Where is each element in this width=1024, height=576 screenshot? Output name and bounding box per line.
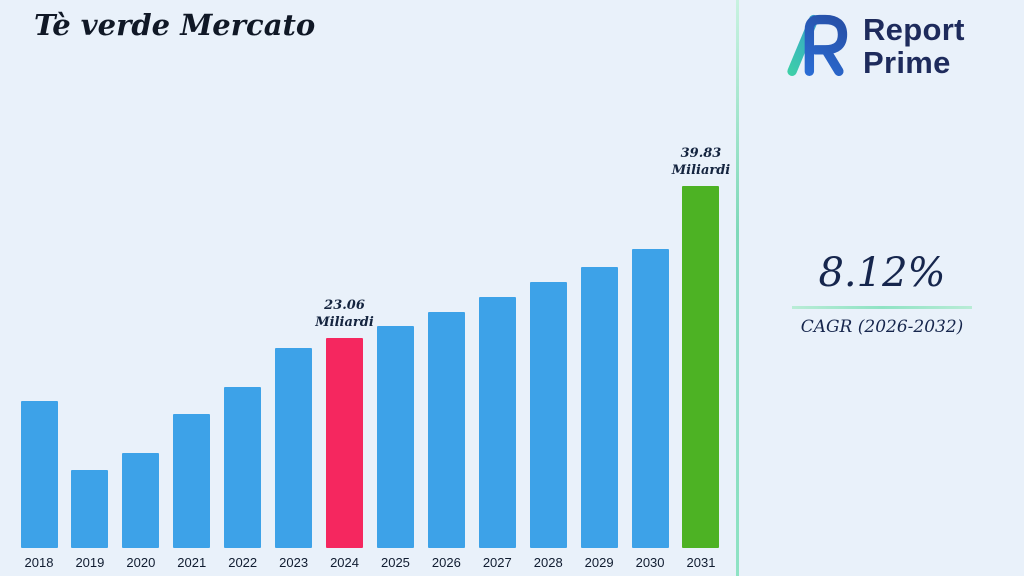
bar-slot-2020: 2020: [116, 453, 166, 570]
bar-slot-2023: 2023: [269, 348, 319, 570]
bar-2020: [122, 453, 160, 548]
bar-2019: [71, 470, 109, 548]
bar-2018: [20, 401, 58, 548]
bar-2022: [224, 387, 262, 548]
bar-2025: [376, 326, 414, 548]
report-prime-logo: Report Prime: [782, 10, 965, 83]
bar-2023: [275, 348, 313, 548]
bar-slot-2021: 2021: [167, 414, 217, 570]
x-axis-label-2030: 2030: [635, 555, 665, 570]
x-axis-label-2018: 2018: [24, 555, 54, 570]
x-axis-label-2026: 2026: [431, 555, 461, 570]
x-axis-label-2021: 2021: [177, 555, 207, 570]
bar-slot-2031: 39.83 Miliardi 2031: [672, 145, 731, 570]
separator-line: [736, 0, 739, 576]
x-axis-label-2020: 2020: [126, 555, 156, 570]
bar-2027: [478, 297, 516, 548]
bar-slot-2024: 23.06 Miliardi 2024: [315, 297, 374, 570]
x-axis-label-2025: 2025: [380, 555, 410, 570]
bar-slot-2018: 2018: [14, 401, 64, 570]
x-axis-label-2027: 2027: [482, 555, 512, 570]
bar-2031: [682, 186, 720, 548]
bar-2029: [580, 267, 618, 548]
x-axis-label-2023: 2023: [279, 555, 309, 570]
logo-line-1: Report: [863, 11, 965, 47]
bar-2028: [529, 282, 567, 548]
bar-slot-2025: 2025: [370, 326, 420, 570]
x-axis-label-2024: 2024: [330, 555, 359, 570]
bar-2021: [173, 414, 211, 548]
logo-text: Report Prime: [863, 11, 965, 80]
x-axis-label-2029: 2029: [584, 555, 614, 570]
report-prime-logo-icon: [782, 10, 854, 83]
x-axis-label-2031: 2031: [686, 555, 716, 570]
bar-annotation-2024: 23.06 Miliardi: [315, 297, 374, 331]
bar-chart: 2018 2019 2020 2021 2022 2023 23.06 Miliardi 202…: [14, 145, 731, 570]
cagr-panel: 8.12% CAGR (2026-2032): [790, 250, 974, 337]
bar-slot-2019: 2019: [65, 470, 115, 570]
x-axis-label-2028: 2028: [533, 555, 563, 570]
bar-slot-2026: 2026: [421, 312, 471, 570]
bar-slot-2028: 2028: [523, 282, 573, 570]
bar-slot-2022: 2022: [218, 387, 268, 570]
cagr-value: 8.12%: [818, 250, 946, 296]
chart-title: Tè verde Mercato: [34, 8, 316, 42]
bar-2030: [631, 249, 669, 548]
bar-slot-2029: 2029: [574, 267, 624, 570]
bar-2024: [326, 338, 364, 548]
bar-annotation-2031: 39.83 Miliardi: [671, 145, 731, 179]
bar-slot-2030: 2030: [625, 249, 675, 570]
cagr-label: CAGR (2026-2032): [800, 317, 964, 337]
logo-line-2: Prime: [863, 44, 951, 80]
cagr-underline: [792, 306, 972, 309]
x-axis-label-2019: 2019: [75, 555, 105, 570]
x-axis-label-2022: 2022: [228, 555, 258, 570]
bar-slot-2027: 2027: [472, 297, 522, 570]
bar-2026: [427, 312, 465, 548]
